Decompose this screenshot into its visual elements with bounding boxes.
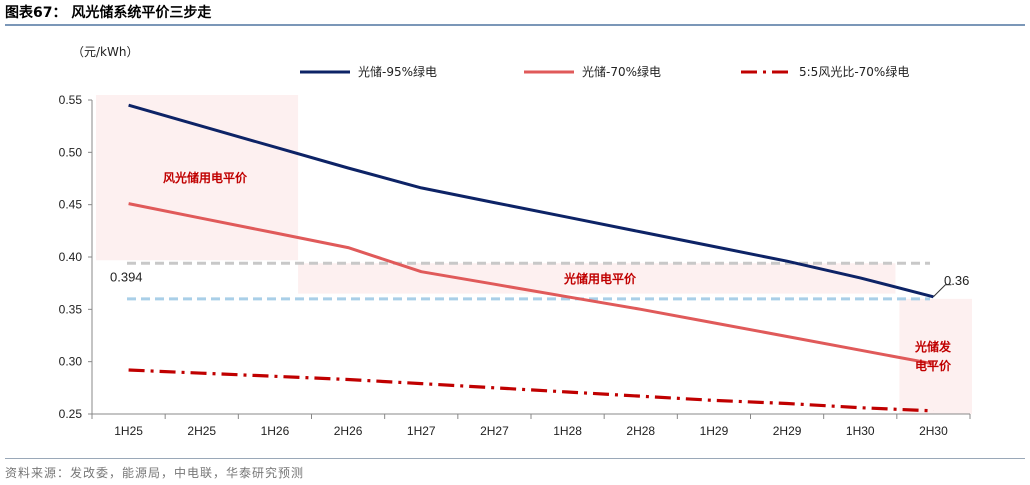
y-tick-label: 0.50 (59, 145, 83, 159)
y-tick-label: 0.25 (59, 407, 83, 421)
annotation-solar-storage-gen-parity-line-0: 光储发 (914, 339, 952, 354)
reference-label-0.394: 0.394 (110, 269, 143, 284)
y-tick-label: 0.40 (59, 250, 83, 264)
region-wind-solar-storage-parity (96, 95, 299, 261)
x-tick-label: 2H29 (773, 424, 802, 438)
x-tick-label: 2H25 (187, 424, 216, 438)
callout-leader-line (933, 284, 952, 298)
chart-title: 图表67： 风光储系统平价三步走 (5, 5, 212, 21)
y-tick-label: 0.55 (59, 93, 83, 107)
title-divider (5, 24, 1025, 26)
y-axis-unit-label: （元/kWh） (72, 45, 138, 59)
x-tick-label: 2H28 (626, 424, 655, 438)
x-tick-label: 2H26 (334, 424, 363, 438)
series-line-1 (128, 202, 934, 366)
x-tick-label: 1H27 (407, 424, 436, 438)
reference-lines: 0.394 0.36 (110, 261, 969, 301)
annotation-solar-storage-use-parity: 光储用电平价 (563, 271, 637, 286)
reference-label-0.36: 0.36 (944, 273, 969, 288)
series-group (128, 103, 934, 413)
shaded-regions (96, 95, 972, 414)
y-tick-label: 0.45 (59, 198, 83, 212)
y-tick-label: 0.35 (59, 302, 83, 316)
legend: 光储-95%绿电 光储-70%绿电 5:5风光比-70%绿电 (300, 64, 909, 79)
x-tick-label: 2H27 (480, 424, 509, 438)
x-tick-label: 1H28 (553, 424, 582, 438)
series-line-0 (128, 103, 934, 299)
x-tick-label: 1H29 (700, 424, 729, 438)
legend-label-2: 5:5风光比-70%绿电 (799, 64, 909, 79)
footer-divider (5, 458, 1025, 459)
annotation-wind-solar-storage-parity: 风光储用电平价 (163, 170, 248, 185)
legend-label-0: 光储-95%绿电 (358, 64, 437, 79)
series-line-2 (128, 368, 934, 413)
region-solar-storage-use-parity (298, 263, 896, 294)
axes: 0.25 0.30 0.35 0.40 0.45 0.50 0.55 1H25 2H25 1H26… (59, 93, 971, 438)
annotation-solar-storage-gen-parity-line-1: 电平价 (915, 358, 952, 373)
x-tick-label: 1H25 (114, 424, 143, 438)
y-tick-label: 0.30 (59, 355, 83, 369)
legend-label-1: 光储-70%绿电 (582, 64, 661, 79)
x-tick-label: 2H30 (919, 424, 948, 438)
x-tick-label: 1H26 (261, 424, 290, 438)
x-tick-label: 1H30 (846, 424, 875, 438)
region-solar-storage-gen-parity (899, 298, 972, 414)
source-note: 资料来源：发改委，能源局，中电联，华泰研究预测 (5, 466, 305, 480)
